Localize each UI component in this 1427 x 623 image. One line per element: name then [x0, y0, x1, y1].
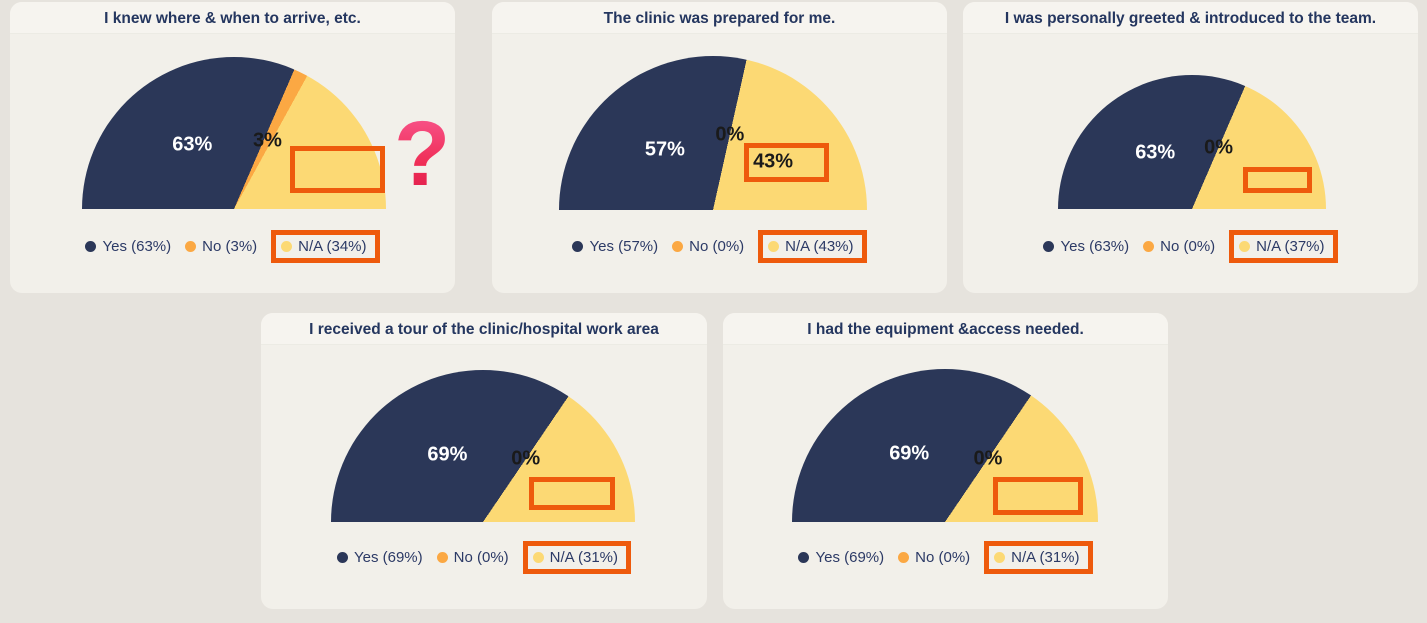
- legend-dot-yes: [572, 240, 584, 252]
- legend-item-na-highlighted[interactable]: N/A (31%): [522, 540, 632, 574]
- legend-dot-na: [994, 551, 1006, 563]
- legend-item-yes[interactable]: Yes (63%): [1043, 238, 1129, 255]
- legend-item-no[interactable]: No (3%): [185, 238, 257, 255]
- chart-title: I received a tour of the clinic/hospital…: [309, 321, 659, 338]
- slice-label: 0%: [715, 123, 745, 146]
- legend-dot-no: [1143, 240, 1155, 252]
- legend-dot-na: [281, 240, 293, 252]
- chart-title: The clinic was prepared for me.: [603, 10, 836, 27]
- chart-title: I knew where & when to arrive, etc.: [104, 10, 361, 27]
- legend-label: N/A (34%): [298, 237, 367, 255]
- half-pie-chart[interactable]: 69% 0%: [792, 369, 1098, 522]
- legend-item-na-highlighted[interactable]: N/A (34%): [271, 229, 380, 263]
- half-pie-chart[interactable]: 63% 3%: [82, 57, 386, 209]
- highlight-box-annotation: [289, 146, 385, 194]
- legend-label: No (0%): [453, 548, 509, 566]
- legend-dot-no: [436, 551, 448, 563]
- legend-dot-no: [185, 240, 197, 252]
- legend-label: Yes (63%): [102, 237, 172, 255]
- legend-label: Yes (57%): [589, 237, 659, 255]
- slice-label: 57%: [644, 138, 685, 161]
- legend-label: Yes (69%): [815, 548, 885, 566]
- half-pie-chart[interactable]: 57% 0% 43%: [559, 56, 867, 210]
- chart-card-tour: I received a tour of the clinic/hospital…: [261, 313, 707, 609]
- legend-dot-yes: [336, 551, 348, 563]
- legend-item-na-highlighted[interactable]: N/A (37%): [1229, 229, 1338, 263]
- legend-dot-yes: [798, 551, 810, 563]
- chart-card-header: I had the equipment &access needed.: [723, 313, 1168, 346]
- legend-item-yes[interactable]: Yes (69%): [336, 548, 423, 566]
- legend-item-no[interactable]: No (0%): [672, 238, 744, 255]
- chart-card-arrival: I knew where & when to arrive, etc. 63% 3…: [10, 2, 455, 293]
- question-mark-emoji: ?: [394, 103, 451, 205]
- legend-label: N/A (31%): [549, 548, 619, 566]
- legend-label: N/A (43%): [785, 237, 854, 255]
- slice-label: 0%: [973, 447, 1003, 470]
- slice-label: 0%: [511, 447, 541, 470]
- legend-dot-yes: [1043, 240, 1055, 252]
- chart-card-greeted: I was personally greeted & introduced to…: [963, 2, 1418, 293]
- legend: Yes (57%) No (0%) N/A (43%): [492, 226, 947, 266]
- legend-item-no[interactable]: No (0%): [898, 549, 970, 566]
- legend-item-no[interactable]: No (0%): [1143, 238, 1215, 255]
- legend-label: Yes (69%): [353, 548, 423, 566]
- slice-label: 63%: [1135, 141, 1176, 164]
- legend: Yes (69%) No (0%) N/A (31%): [261, 537, 707, 577]
- highlight-box-annotation: [993, 477, 1083, 515]
- legend-dot-no: [672, 240, 684, 252]
- legend-label: N/A (37%): [1256, 237, 1325, 255]
- legend-item-yes[interactable]: Yes (57%): [572, 238, 658, 255]
- slice-label: 0%: [1204, 136, 1234, 158]
- legend-label: No (0%): [915, 548, 971, 566]
- legend-item-na-highlighted[interactable]: N/A (43%): [758, 229, 867, 263]
- legend-label: No (0%): [1160, 237, 1216, 255]
- slice-label: 3%: [252, 129, 282, 152]
- half-pie-chart[interactable]: 69% 0%: [331, 370, 635, 522]
- legend-label: No (0%): [689, 237, 745, 255]
- legend-dot-yes: [85, 240, 97, 252]
- legend-dot-na: [532, 551, 544, 563]
- chart-card-header: I received a tour of the clinic/hospital…: [261, 313, 707, 346]
- legend-item-yes[interactable]: Yes (63%): [85, 238, 171, 255]
- slice-label: 69%: [889, 442, 930, 465]
- legend-dot-na: [768, 240, 780, 252]
- chart-title: I had the equipment &access needed.: [807, 321, 1084, 338]
- chart-card-clinic-prepared: The clinic was prepared for me. 57% 0% 43%…: [492, 2, 947, 293]
- chart-card-header: I was personally greeted & introduced to…: [963, 2, 1418, 35]
- legend-item-na-highlighted[interactable]: N/A (31%): [984, 540, 1093, 574]
- chart-card-header: The clinic was prepared for me.: [492, 2, 947, 35]
- legend: Yes (69%) No (0%) N/A (31%): [723, 537, 1168, 577]
- legend-label: No (3%): [202, 237, 258, 255]
- legend-label: N/A (31%): [1011, 548, 1080, 566]
- slice-label: 69%: [427, 443, 468, 466]
- slice-label: 63%: [172, 133, 213, 156]
- highlight-box-annotation: [743, 143, 829, 182]
- legend-dot-na: [1239, 240, 1251, 252]
- legend-item-yes[interactable]: Yes (69%): [798, 549, 884, 566]
- chart-title: I was personally greeted & introduced to…: [1004, 10, 1377, 27]
- legend-item-no[interactable]: No (0%): [436, 548, 509, 566]
- highlight-box-annotation: [1242, 166, 1312, 193]
- chart-card-header: I knew where & when to arrive, etc.: [10, 2, 455, 35]
- legend: Yes (63%) No (0%) N/A (37%): [963, 226, 1418, 266]
- pie-slices[interactable]: [559, 56, 867, 210]
- slice-label: 43%: [753, 150, 794, 173]
- half-pie-chart[interactable]: 63% 0%: [1058, 75, 1326, 209]
- legend: Yes (63%) No (3%) N/A (34%): [10, 226, 455, 266]
- chart-card-equipment: I had the equipment &access needed. 69% 0…: [723, 313, 1168, 609]
- legend-dot-no: [898, 551, 910, 563]
- legend-label: Yes (63%): [1060, 237, 1130, 255]
- highlight-box-annotation: [528, 477, 615, 510]
